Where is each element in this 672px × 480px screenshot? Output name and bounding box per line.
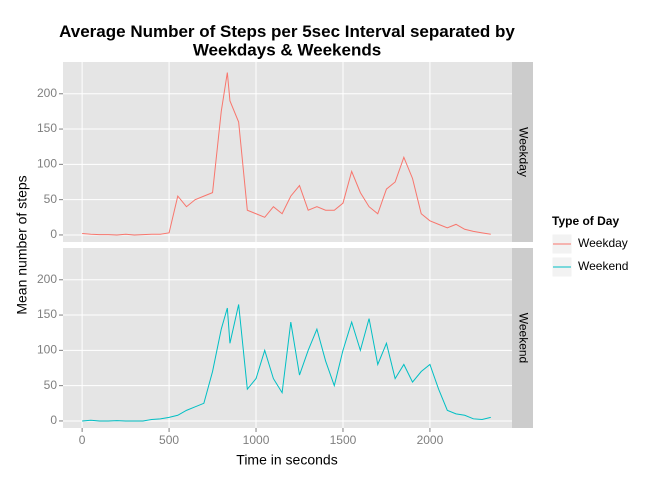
x-tick-label: 0: [79, 433, 86, 447]
legend-title: Type of Day: [552, 214, 619, 228]
y-tick-label: 150: [37, 121, 57, 135]
y-tick-label: 50: [44, 378, 58, 392]
y-tick-label: 0: [50, 227, 57, 241]
y-axis-label: Mean number of steps: [14, 175, 30, 314]
legend-label: Weekend: [578, 259, 628, 273]
facet-strip: [512, 62, 533, 242]
legend-label: Weekday: [578, 236, 628, 250]
y-tick-label: 100: [37, 157, 57, 171]
y-tick-label: 0: [50, 413, 57, 427]
x-tick-label: 1000: [243, 433, 270, 447]
data-line: [82, 304, 491, 422]
panel-background: [63, 248, 512, 428]
y-tick-label: 150: [37, 307, 57, 321]
y-tick-label: 200: [37, 86, 57, 100]
y-tick-label: 200: [37, 272, 57, 286]
x-tick-label: 500: [159, 433, 179, 447]
x-tick-label: 1500: [330, 433, 357, 447]
chart-title: Average Number of Steps per 5sec Interva…: [59, 22, 515, 60]
facet-strip: [512, 248, 533, 428]
panel-background: [63, 62, 512, 242]
y-tick-label: 100: [37, 343, 57, 357]
x-tick-label: 2000: [417, 433, 444, 447]
facet-label: Weekend: [516, 313, 530, 363]
x-axis-label: Time in seconds: [236, 452, 337, 468]
data-line: [82, 72, 491, 236]
facet-label: Weekday: [516, 127, 530, 177]
y-tick-label: 50: [44, 192, 58, 206]
